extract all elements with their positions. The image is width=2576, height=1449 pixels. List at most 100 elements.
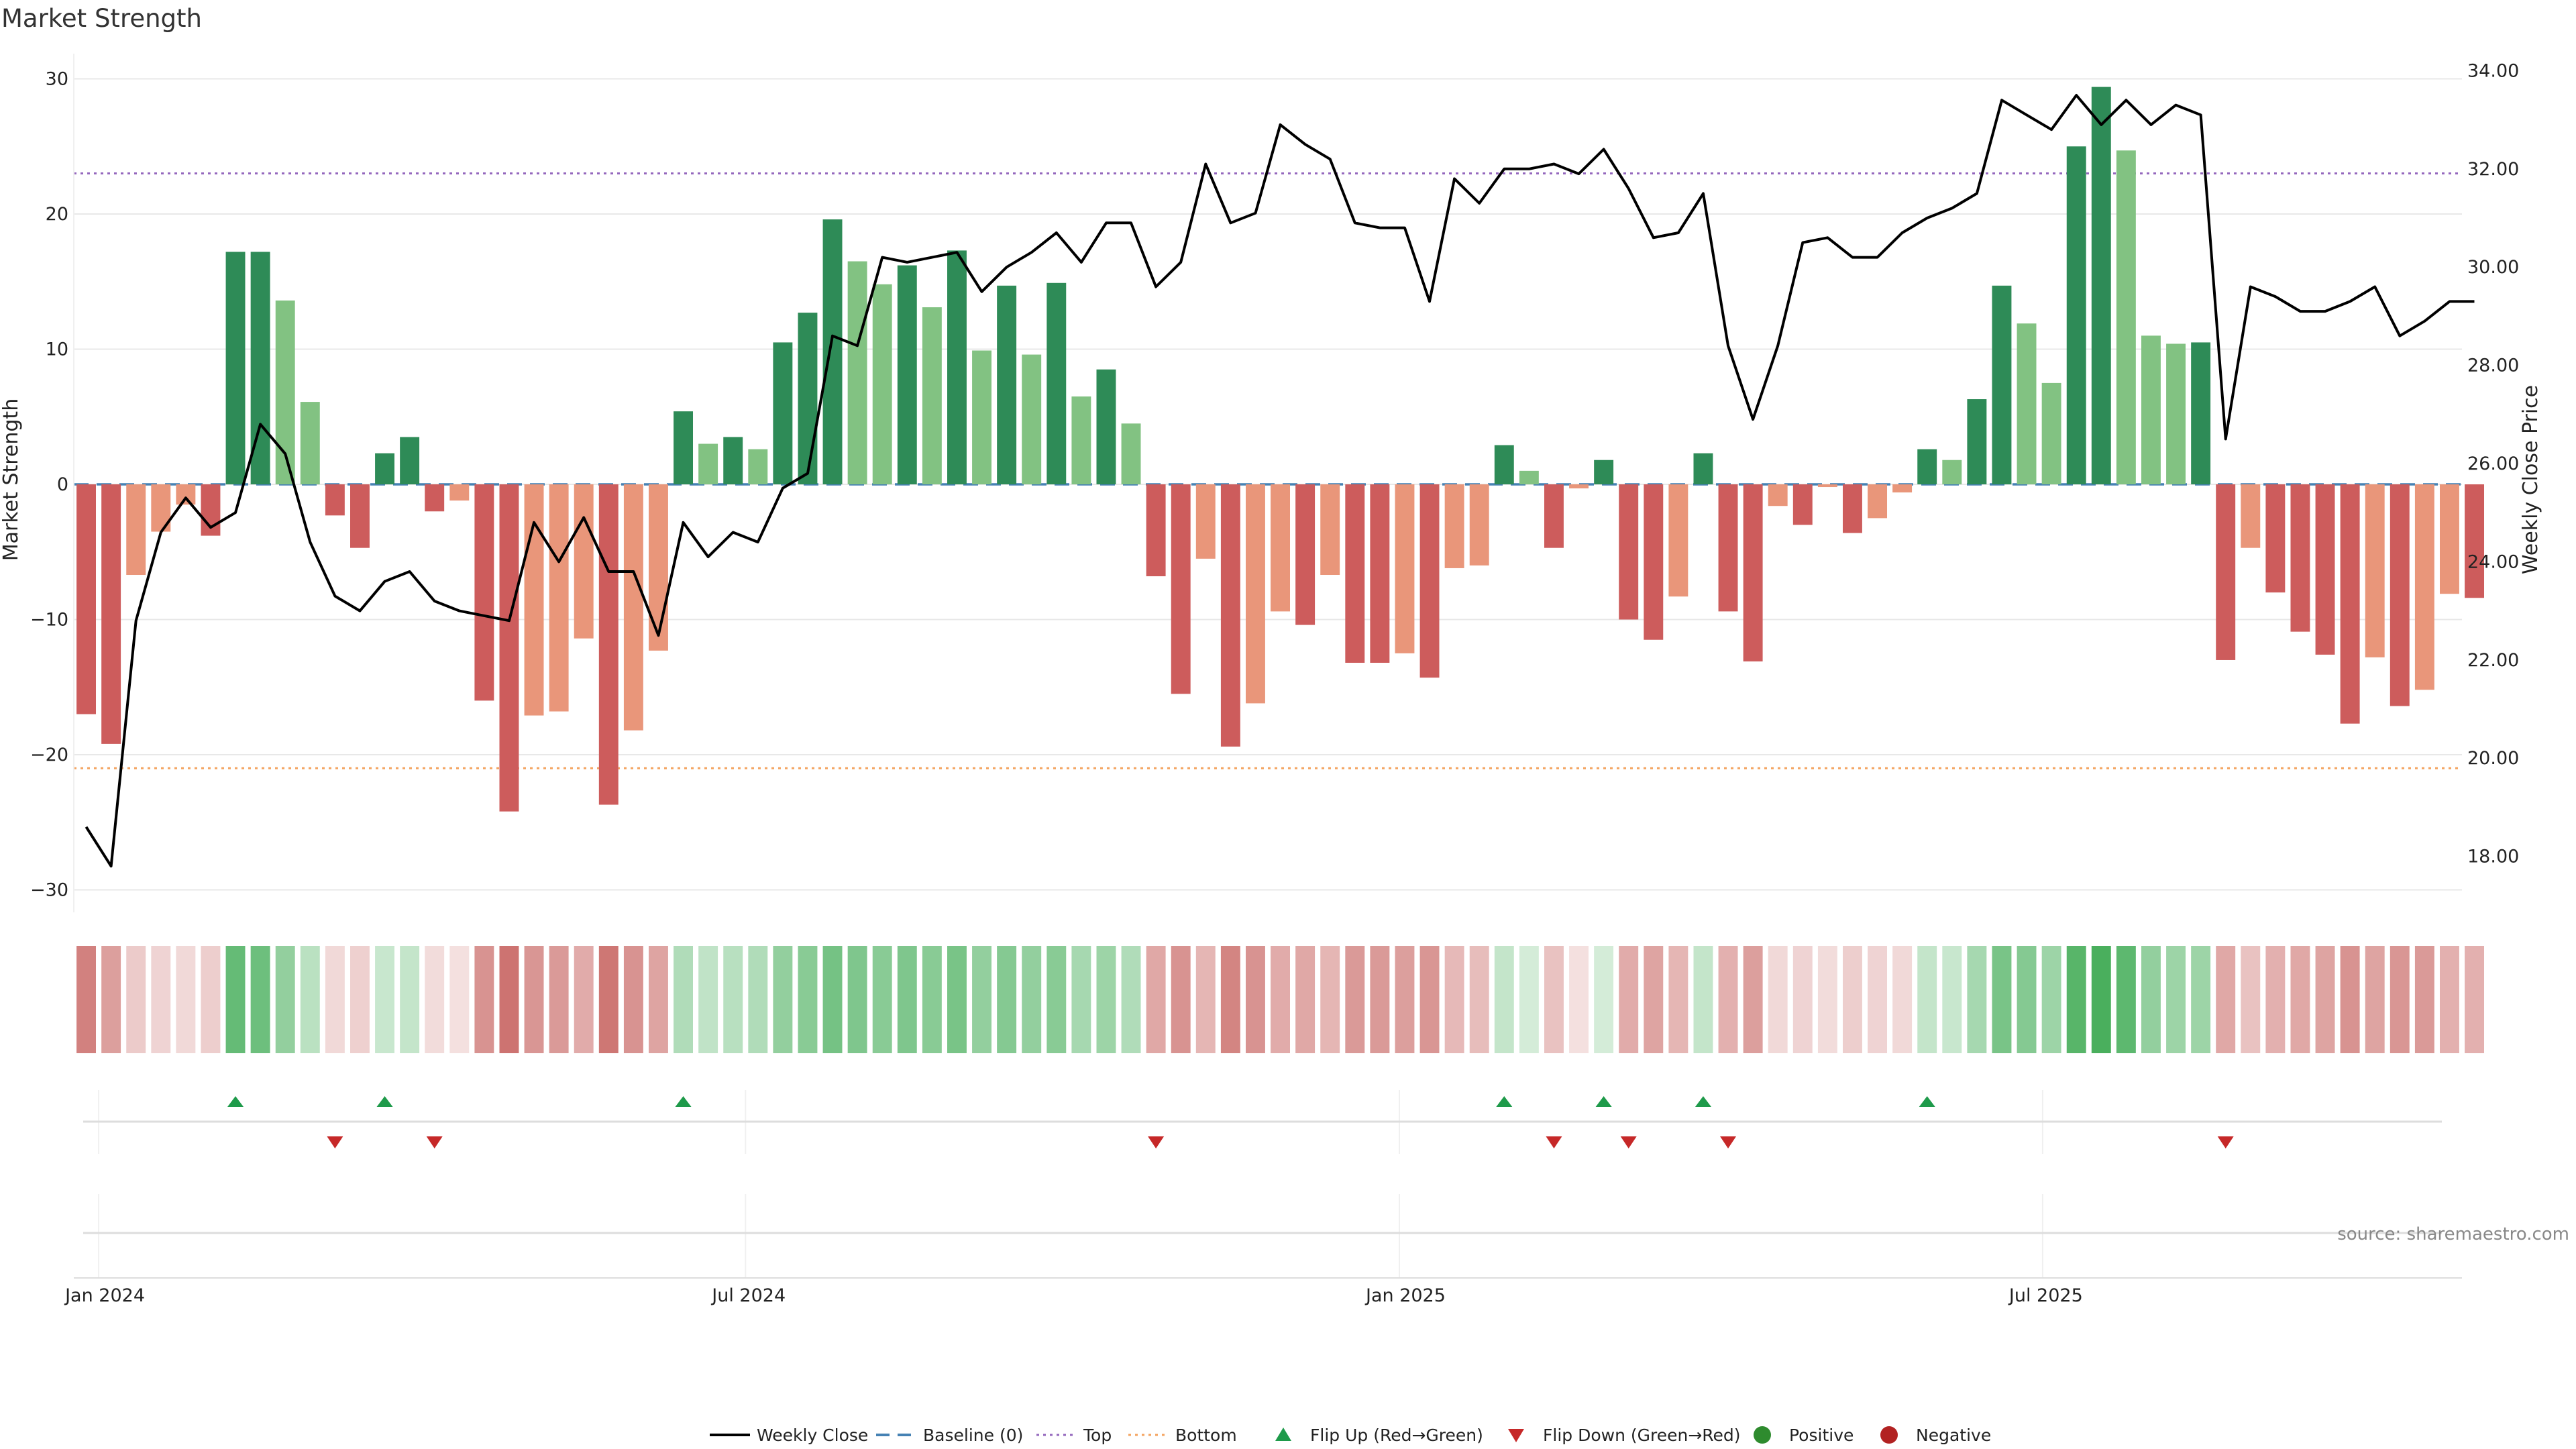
heat-cell [773, 946, 793, 1053]
heat-cell [1967, 946, 1987, 1053]
heat-cell [1046, 946, 1067, 1053]
legend-label: Bottom [1175, 1426, 1237, 1445]
strength-bar [1668, 484, 1688, 597]
flip-up-marker [675, 1096, 692, 1107]
legend-swatch-flipup [1275, 1428, 1291, 1441]
heat-cell [126, 946, 146, 1053]
y-tick-label: 10 [46, 339, 68, 360]
strength-bar [1345, 484, 1365, 663]
heat-cell [425, 946, 445, 1053]
heat-cell [1644, 946, 1664, 1053]
y2-tick-label: 20.00 [2467, 748, 2519, 769]
flip-up-marker [1695, 1096, 1711, 1107]
heat-cell [1594, 946, 1614, 1053]
strength-bar [325, 484, 345, 516]
heat-cell [1419, 946, 1440, 1053]
heat-cell [2414, 946, 2434, 1053]
heat-cell [997, 946, 1017, 1053]
strength-bar [972, 350, 992, 484]
y-tick-label: 0 [57, 474, 68, 495]
heat-cell [1370, 946, 1390, 1053]
strength-bar [1644, 484, 1664, 640]
strength-bar [574, 484, 594, 639]
weekly-close-line [85, 94, 2475, 868]
strength-bar [1693, 453, 1713, 484]
legend-label: Flip Down (Green→Red) [1543, 1426, 1741, 1445]
strength-bar [1768, 484, 1788, 506]
strength-bar [798, 313, 818, 484]
heat-cell [2041, 946, 2061, 1053]
heat-cell [847, 946, 867, 1053]
strength-bar [648, 484, 668, 651]
legend: Weekly Close Baseline (0) Top Bottom Flip Up… [710, 1426, 1991, 1445]
heat-cell [2439, 946, 2459, 1053]
strength-bar [1494, 445, 1514, 484]
heat-cell [400, 946, 420, 1053]
heat-cell [922, 946, 942, 1053]
heat-cell [1295, 946, 1316, 1053]
strength-bar [1220, 484, 1240, 747]
flip-down-marker [426, 1136, 443, 1148]
strength-bar [225, 252, 246, 484]
strength-bar [2439, 484, 2459, 594]
strength-bar [1096, 369, 1116, 484]
heat-cell [1892, 946, 1913, 1053]
heat-cell [499, 946, 519, 1053]
strength-bar [1022, 354, 1042, 484]
y-tick-label: −10 [30, 610, 68, 631]
heat-cell [1245, 946, 1265, 1053]
flip-up-marker [1595, 1096, 1612, 1107]
strength-bar [2365, 484, 2385, 657]
weekly-close-line-layer [85, 94, 2475, 868]
heat-cell [872, 946, 892, 1053]
heat-cell [549, 946, 569, 1053]
strength-bar [1320, 484, 1340, 576]
heat-cell [2365, 946, 2385, 1053]
strength-bar [400, 437, 420, 484]
heat-cell [1121, 946, 1141, 1053]
strength-bar [1868, 484, 1888, 519]
strength-bar [997, 285, 1017, 484]
flip-up-marker [376, 1096, 393, 1107]
strength-bar [1594, 460, 1614, 484]
strength-bar [1792, 484, 1813, 525]
legend-item-negative: Negative [1880, 1426, 1991, 1445]
strength-bar [300, 402, 320, 484]
heat-cell [325, 946, 345, 1053]
strength-bar [1121, 423, 1141, 484]
heat-cell [250, 946, 270, 1053]
heat-cell [449, 946, 470, 1053]
strength-bar [1718, 484, 1738, 612]
heat-cell [1096, 946, 1116, 1053]
heat-cell [1718, 946, 1738, 1053]
legend-swatch-negative [1880, 1426, 1898, 1444]
strength-bar [822, 219, 843, 484]
heat-cell [1544, 946, 1564, 1053]
strength-bar [101, 484, 121, 744]
heat-cell [2465, 946, 2485, 1053]
legend-item-baseline: Baseline (0) [876, 1426, 1023, 1445]
heat-cell [1868, 946, 1888, 1053]
heat-cell [1271, 946, 1291, 1053]
heat-cell [524, 946, 544, 1053]
strength-bar [1195, 484, 1216, 559]
heat-cell [1395, 946, 1415, 1053]
heat-cell [798, 946, 818, 1053]
strength-bar [1842, 484, 1862, 533]
heat-cell [623, 946, 643, 1053]
heat-cell [698, 946, 718, 1053]
flip-markers [83, 1096, 2442, 1148]
strength-bar [1942, 460, 1962, 484]
strength-bar [2414, 484, 2434, 690]
heat-cell [1444, 946, 1464, 1053]
heat-cell [1220, 946, 1240, 1053]
heat-cell [1817, 946, 1837, 1053]
heat-cell [275, 946, 295, 1053]
strength-bar [598, 484, 619, 805]
heat-cell [2066, 946, 2086, 1053]
source-label: source: sharemaestro.com [2337, 1224, 2569, 1244]
strength-bar [2166, 343, 2186, 484]
heat-cell [1469, 946, 1489, 1053]
